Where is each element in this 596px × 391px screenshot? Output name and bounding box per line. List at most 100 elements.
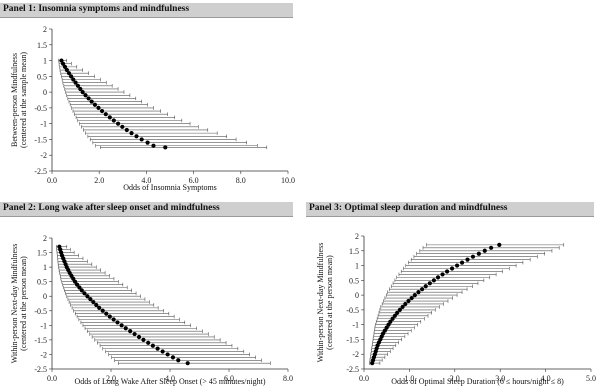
x-axis-label: Odds of Long Wake After Sleep Onset (> 4… <box>74 377 265 386</box>
data-point <box>409 295 414 301</box>
data-point <box>115 320 120 325</box>
y-tick-label: -2.5 <box>34 167 47 176</box>
data-point <box>91 299 96 305</box>
data-point <box>85 294 90 299</box>
data-point <box>390 316 395 321</box>
panel-header: Panel 2: Long wake after sleep onset and… <box>0 202 293 217</box>
data-point <box>465 257 470 262</box>
x-tick-label: 0.0 <box>47 176 57 185</box>
data-point <box>136 334 142 340</box>
y-tick-label: -1.5 <box>34 336 47 345</box>
data-point <box>128 329 133 334</box>
data-point <box>120 124 125 129</box>
panel-sleep-duration: Panel 3: Optimal sleep duration and mind… <box>306 202 596 390</box>
data-point <box>497 242 502 247</box>
y-tick-label: 1 <box>43 263 47 272</box>
data-point <box>62 64 68 69</box>
data-point <box>145 140 150 145</box>
y-tick-label: 0 <box>43 292 47 301</box>
data-point <box>104 311 109 316</box>
data-point <box>406 298 411 304</box>
chart-insomnia: 2 1.5 1 0.5 0 -0.5 -1 -1.5 -2 -2.50.0 2.0 4.0 6.0 8.0… <box>10 25 295 192</box>
y-tick-label: 1.5 <box>37 249 47 258</box>
data-point <box>482 248 487 253</box>
chart-sleep-duration: 2 1.5 1 0.5 0 -0.5 -1 -1.5 -2 -2.50.0 1.0 2.0 3.0 4.0… <box>316 232 596 386</box>
data-point <box>165 352 170 357</box>
data-point <box>146 340 151 345</box>
x-tick-label: 1.0 <box>404 374 414 383</box>
y-tick-label: -1 <box>40 120 47 129</box>
x-tick-label: 2.0 <box>94 176 104 185</box>
y-tick-label: -2 <box>40 350 47 359</box>
y-tick-label: 2 <box>43 25 47 34</box>
x-tick-label: 4.0 <box>165 374 175 383</box>
y-tick-label: 0 <box>355 291 359 300</box>
data-point <box>427 281 432 286</box>
x-tick-label: 0.0 <box>359 374 369 383</box>
x-tick-label: 8.0 <box>236 176 246 185</box>
y-tick-label: -2 <box>352 350 359 359</box>
x-tick-label: 2.0 <box>106 374 116 383</box>
data-point <box>459 260 465 265</box>
data-point <box>134 134 139 139</box>
data-point <box>119 323 124 328</box>
y-tick-label: -1 <box>352 321 359 330</box>
data-point <box>150 343 155 348</box>
data-point <box>139 137 144 142</box>
data-point <box>103 112 108 117</box>
y-axis-label: Between-person Mindfulness <box>10 53 19 147</box>
data-point <box>66 71 72 76</box>
data-point <box>476 251 481 256</box>
data-point <box>395 310 400 315</box>
data-point <box>111 317 116 322</box>
data-point <box>185 361 190 366</box>
y-tick-label: -1.5 <box>346 335 359 344</box>
panel-title: Panel 2: Long wake after sleep onset and… <box>3 203 220 213</box>
x-tick-label: 6.0 <box>224 374 234 383</box>
x-tick-label: 4.0 <box>141 176 151 185</box>
y-axis-label: Within-person Next-day Mindfulness <box>316 243 325 363</box>
data-point <box>79 288 84 293</box>
x-tick-label: 5.0 <box>586 374 596 383</box>
x-axis-label: Odds of Optimal Sleep Duration (6 ≤ hour… <box>391 377 564 386</box>
data-point <box>94 302 99 308</box>
y-tick-label: 0 <box>43 88 47 97</box>
data-point <box>170 355 176 360</box>
y-tick-label: 2 <box>43 234 47 243</box>
data-point <box>132 331 137 337</box>
y-axis-label: Within-person Next-day Mindfulness <box>10 244 19 364</box>
y-tick-label: 0.5 <box>349 276 359 285</box>
data-point <box>431 278 437 283</box>
x-tick-label: 3.0 <box>495 374 505 383</box>
panel-title: Panel 1: Insomnia symptoms and mindfulne… <box>3 4 190 14</box>
data-point <box>489 245 494 250</box>
panel-title: Panel 3: Optimal sleep duration and mind… <box>309 203 508 213</box>
data-point <box>97 305 102 310</box>
y-tick-label: -0.5 <box>34 307 47 316</box>
data-point <box>412 293 417 298</box>
data-point <box>83 93 88 98</box>
x-tick-label: 4.0 <box>541 374 551 383</box>
chart-long-wake: 2 1.5 1 0.5 0 -0.5 -1 -1.5 -2 -2.50.0 2.0 4.0 6.0 8.0… <box>10 234 293 386</box>
panel-insomnia: Panel 1: Insomnia symptoms and mindfulne… <box>0 3 295 193</box>
data-point <box>400 304 405 310</box>
data-point <box>107 314 112 319</box>
data-point <box>71 77 76 82</box>
y-tick-label: 0.5 <box>37 278 47 287</box>
data-point <box>403 301 408 307</box>
y-tick-label: 0.5 <box>37 72 47 81</box>
data-point <box>129 131 134 136</box>
panel-header: Panel 3: Optimal sleep duration and mind… <box>306 202 594 217</box>
y-tick-label: -0.5 <box>346 306 359 315</box>
data-point <box>75 83 81 88</box>
data-point <box>73 80 78 85</box>
data-point <box>115 121 121 126</box>
y-tick-label: -2.5 <box>34 365 47 374</box>
data-point <box>435 275 441 280</box>
data-point <box>420 287 425 292</box>
data-point <box>423 284 428 289</box>
data-point <box>123 326 128 331</box>
data-point <box>77 285 82 290</box>
y-tick-label: 1.5 <box>349 247 359 256</box>
data-point <box>72 279 78 284</box>
